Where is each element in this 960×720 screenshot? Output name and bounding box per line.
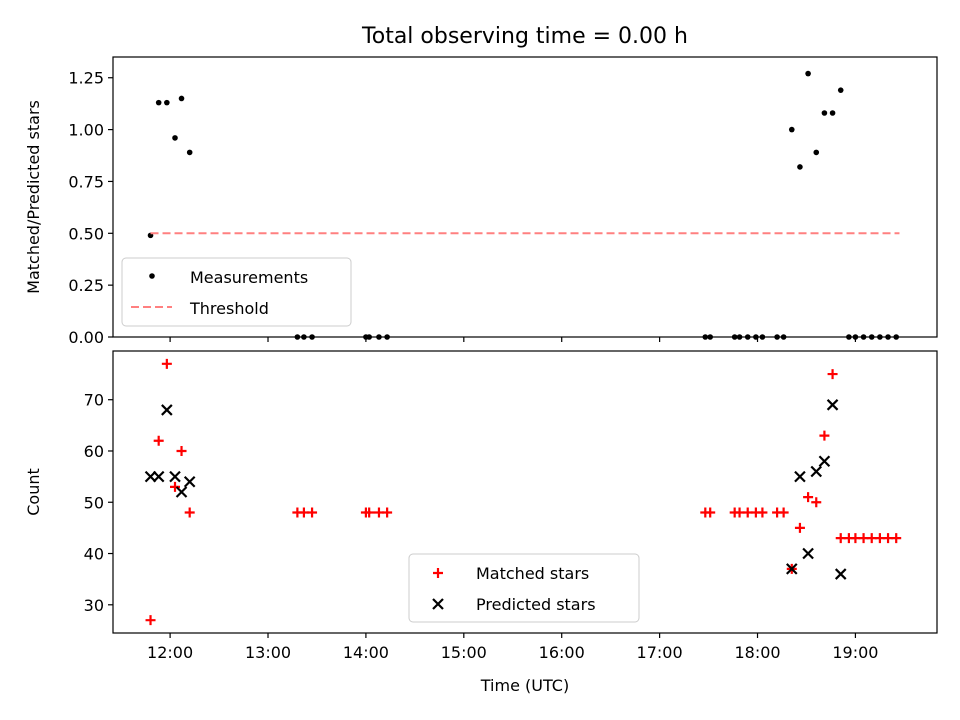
y-tick-label: 50 (84, 493, 104, 512)
bottom-panel: 30 40 50 60 70 12:00 13:00 14:00 15:00 16:00 17:00… (24, 350, 938, 695)
matched-stars-point (757, 507, 768, 518)
matched-stars-point (891, 533, 902, 544)
series-matched-stars (145, 358, 902, 626)
measurements-point (797, 164, 803, 170)
legend-predicted-marker (432, 598, 444, 610)
legend-box (408, 553, 640, 623)
matched-stars-point (153, 435, 164, 446)
legend-label: Predicted stars (476, 595, 596, 614)
measurements-point (186, 149, 193, 156)
matched-stars-point (364, 507, 375, 518)
predicted-stars-point (175, 486, 188, 498)
legend-label: Measurements (190, 268, 308, 287)
matched-stars-point (811, 497, 822, 508)
matched-stars-point (819, 430, 830, 441)
y-tick-label: 30 (84, 596, 104, 615)
y-tick-label: 1.00 (68, 121, 104, 140)
series-predicted-stars (144, 399, 847, 580)
bottom-legend: Matched stars Predicted stars (408, 553, 640, 623)
top-panel: 0.00 0.25 0.50 0.75 1.00 1.25 Matched/Predicte… (24, 56, 938, 347)
predicted-stars-point (810, 465, 823, 478)
predicted-stars-point (802, 547, 814, 560)
y-tick-label: 0.75 (68, 172, 104, 191)
matched-stars-point (827, 369, 838, 380)
predicted-stars-point (161, 404, 173, 416)
measurements-point (821, 110, 828, 116)
figure-title: Total observing time = 0.00 h (361, 24, 688, 49)
x-tick-label: 14:00 (343, 643, 389, 662)
measurements-point (837, 87, 844, 93)
predicted-stars-point (169, 470, 181, 483)
measurements-point (172, 135, 178, 141)
measurements-point (805, 70, 811, 77)
y-tick-label: 1.25 (68, 69, 104, 88)
series-measurements (147, 70, 900, 340)
x-tick-label: 17:00 (637, 643, 683, 662)
bottom-axes-frame (112, 350, 938, 634)
x-tick-label: 12:00 (147, 643, 193, 662)
matched-stars-point (184, 507, 195, 518)
matched-stars-point (794, 522, 805, 533)
legend-matched-marker (433, 568, 443, 578)
x-tick-label: 16:00 (539, 643, 585, 662)
predicted-stars-point (794, 470, 806, 483)
measurements-point (155, 99, 162, 106)
matched-stars-point (161, 358, 172, 369)
predicted-stars-point (152, 470, 165, 483)
matched-stars-point (382, 507, 393, 518)
y-tick-label: 0.00 (68, 328, 104, 347)
measurements-point (829, 110, 836, 116)
predicted-stars-point (826, 399, 839, 411)
y-axis-label: Count (24, 468, 43, 516)
matched-stars-point (705, 507, 716, 518)
y-axis-label: Matched/Predicted stars (24, 100, 43, 294)
legend-label: Threshold (189, 299, 269, 318)
x-tick-label: 15:00 (441, 643, 487, 662)
measurements-point (813, 149, 820, 156)
x-tick-label: 19:00 (832, 643, 878, 662)
x-tick-label: 18:00 (734, 643, 780, 662)
x-axis-label: Time (UTC) (480, 676, 569, 695)
measurements-point (178, 95, 185, 102)
top-axes-frame (112, 56, 938, 338)
top-legend: Measurements Threshold (121, 257, 352, 327)
matched-stars-point (803, 492, 814, 503)
measurements-point (164, 99, 170, 106)
matched-stars-point (176, 445, 187, 456)
predicted-stars-point (834, 568, 847, 580)
matched-stars-point (307, 507, 318, 518)
measurements-point (788, 126, 795, 133)
legend-box (121, 257, 352, 327)
predicted-stars-point (183, 475, 196, 488)
y-tick-label: 60 (84, 442, 104, 461)
predicted-stars-point (818, 455, 831, 468)
y-tick-label: 0.25 (68, 276, 104, 295)
matched-stars-point (145, 615, 156, 626)
legend-measurement-marker (149, 273, 155, 279)
x-tick-label: 13:00 (245, 643, 291, 662)
y-tick-label: 0.50 (68, 224, 104, 243)
y-tick-label: 40 (84, 545, 104, 564)
y-tick-label: 70 (84, 391, 104, 410)
matched-stars-point (778, 507, 789, 518)
predicted-stars-point (786, 563, 798, 575)
legend-label: Matched stars (476, 564, 589, 583)
matched-stars-point (170, 481, 181, 492)
